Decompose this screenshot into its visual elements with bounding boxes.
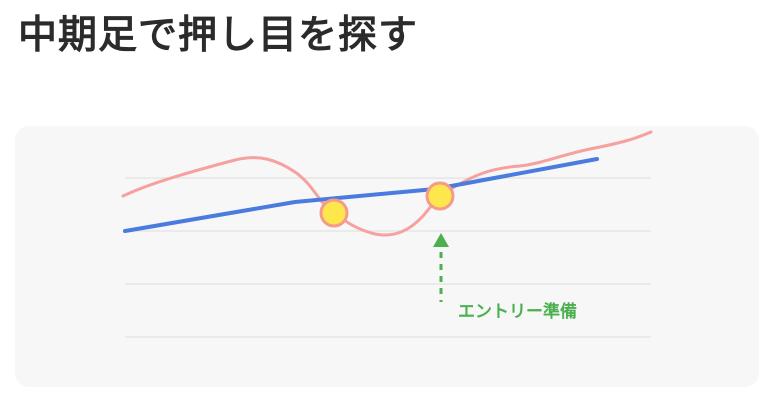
pullback-diagram: エントリー準備 (121, 130, 653, 338)
entry-arrow-head (433, 233, 449, 247)
moving-average-line (123, 157, 599, 233)
touch-point-marker (319, 198, 349, 228)
touch-point-marker (425, 181, 455, 211)
diagram-card: エントリー準備 (15, 126, 759, 387)
page-title: 中期足で押し目を探す (18, 13, 419, 58)
entry-label: エントリー準備 (458, 301, 577, 322)
price-line (121, 130, 653, 237)
